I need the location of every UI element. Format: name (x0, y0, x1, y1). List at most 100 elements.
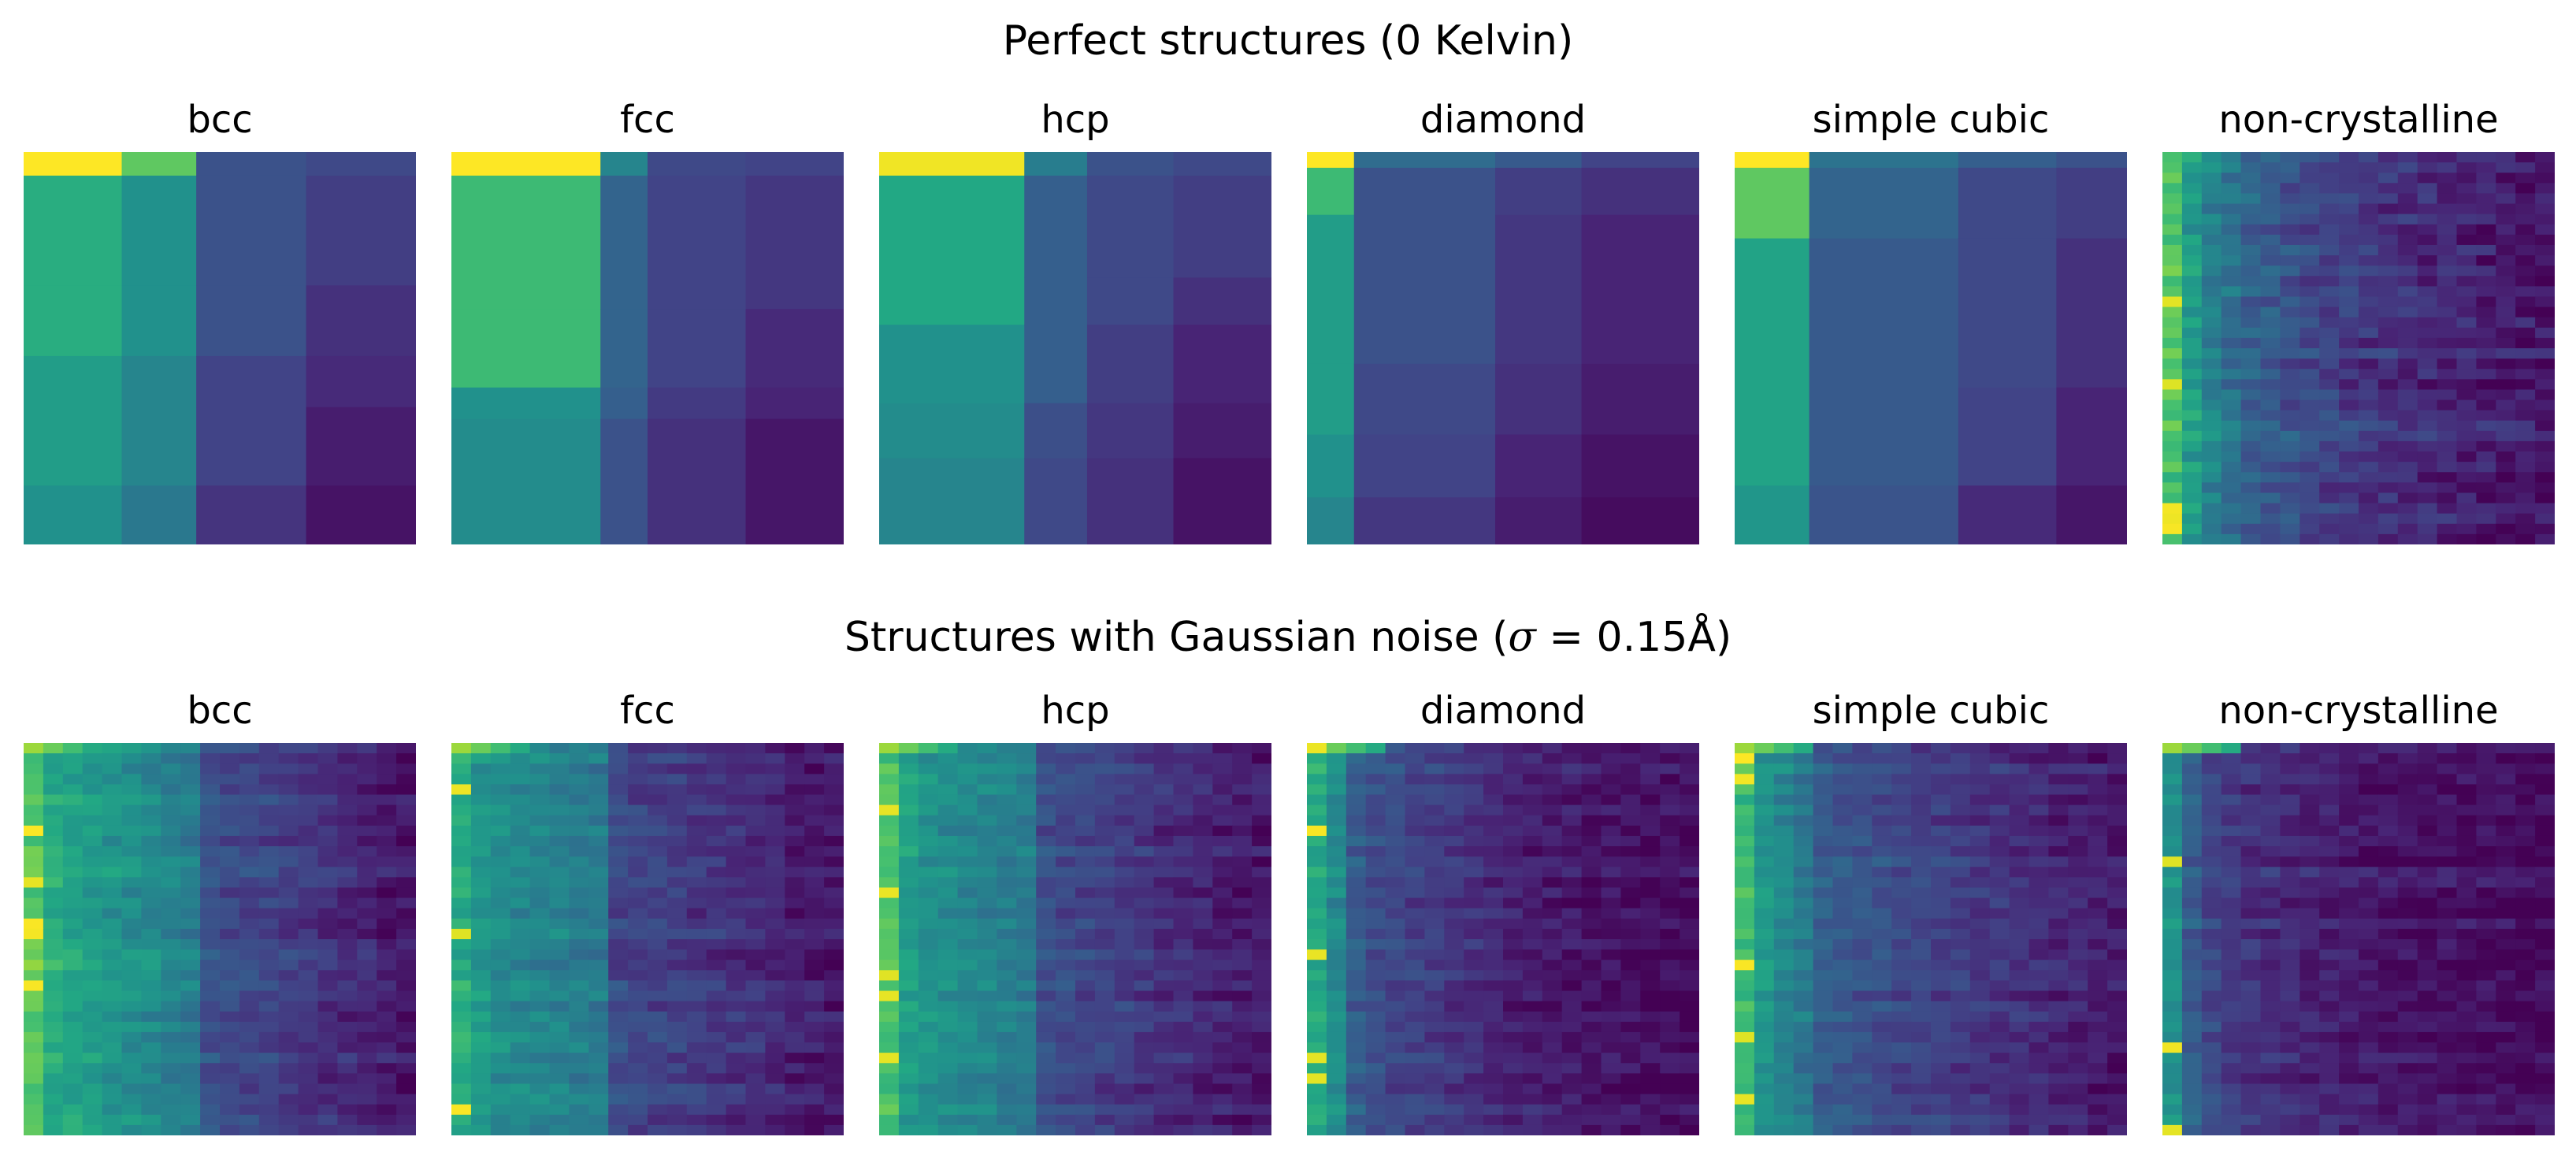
heatmap-cell (82, 846, 103, 857)
heatmap-cell (898, 980, 919, 992)
heatmap-cell (1193, 918, 1213, 930)
heatmap-cell (2515, 317, 2536, 329)
heatmap-cell (2260, 317, 2281, 329)
heatmap-cell (1134, 1042, 1155, 1053)
heatmap-cell (1503, 887, 1524, 899)
heatmap-cell (141, 980, 161, 992)
heatmap-cell (608, 804, 629, 816)
heatmap-cell (1989, 1011, 2010, 1023)
heatmap-cell (2181, 173, 2203, 184)
heatmap-cell (1950, 928, 1971, 940)
heatmap-cell (997, 908, 1017, 919)
row-title-noise: Structures with Gaussian noise (σ = 0.15… (0, 617, 2576, 658)
heatmap-cell (470, 774, 492, 786)
heatmap-cell (278, 928, 299, 940)
heatmap-cell (2417, 410, 2438, 422)
heatmap-cell (220, 753, 240, 764)
heatmap-cell (1424, 918, 1445, 930)
heatmap-cell (1832, 877, 1853, 889)
heatmap-cell (239, 1001, 260, 1012)
heatmap-cell (2162, 784, 2183, 796)
heatmap-cell (1503, 1063, 1524, 1074)
heatmap-cell (1911, 960, 1932, 971)
heatmap-cell (2068, 1104, 2088, 1116)
heatmap-cell (278, 1114, 299, 1126)
heatmap-cell (2496, 503, 2516, 514)
heatmap-cell (1307, 1053, 1327, 1064)
heatmap-cell (1891, 980, 1912, 992)
heatmap-cell (2201, 815, 2222, 827)
heatmap-cell (2240, 774, 2262, 786)
heatmap-cell (1561, 1011, 1583, 1023)
heatmap-cell (1173, 846, 1193, 857)
heatmap-cell (2009, 970, 2030, 982)
heatmap-cell (121, 1031, 142, 1043)
heatmap-cell (24, 794, 44, 806)
heatmap-cell (24, 152, 123, 176)
heatmap-cell (1346, 970, 1367, 982)
heatmap-cell (608, 784, 629, 796)
heatmap-cell (2417, 203, 2438, 215)
heatmap-cell (2260, 846, 2281, 857)
heatmap-cell (1735, 846, 1755, 857)
heatmap-cell (765, 846, 785, 857)
heatmap-cell (180, 856, 201, 867)
heatmap-cell (879, 867, 900, 878)
heatmap-cell (1385, 1104, 1406, 1116)
heatmap-cell (1793, 1053, 1814, 1064)
heatmap-cell (588, 825, 609, 837)
heatmap-cell (239, 856, 260, 867)
heatmap-cell (2260, 410, 2281, 422)
heatmap-cell (2107, 846, 2127, 857)
heatmap-cell (2299, 743, 2320, 754)
heatmap-cell (2319, 266, 2340, 277)
heatmap-cell (2535, 440, 2555, 452)
heatmap-cell (2201, 286, 2222, 298)
heatmap-cell (1680, 743, 1699, 754)
heatmap-cell (2339, 244, 2359, 256)
heatmap-cell (937, 1094, 959, 1105)
heatmap-cell (2088, 804, 2108, 816)
heatmap-cell (1522, 990, 1543, 1002)
heatmap-cell (2456, 389, 2477, 401)
heatmap-cell (102, 1073, 123, 1085)
heatmap-cell (43, 887, 64, 899)
heatmap-cell (648, 949, 668, 960)
heatmap-cell (2107, 1021, 2127, 1033)
heatmap-cell (220, 794, 240, 806)
heatmap-cell (1754, 970, 1775, 982)
heatmap-cell (608, 1094, 629, 1105)
heatmap-cell (470, 794, 492, 806)
heatmap-cell (1931, 1073, 1951, 1085)
heatmap-cell (1503, 846, 1524, 857)
heatmap-cell (1464, 908, 1484, 919)
heatmap-cell (43, 804, 64, 816)
heatmap-cell (1173, 1063, 1193, 1074)
heatmap-cell (1193, 867, 1213, 878)
heatmap-cell (745, 877, 766, 889)
heatmap-cell (2240, 183, 2262, 195)
heatmap-cell (2476, 877, 2496, 889)
heatmap-cell (1852, 1021, 1873, 1033)
heatmap-cell (82, 856, 103, 867)
heatmap-cell (1212, 846, 1233, 857)
heatmap-cell (377, 897, 397, 909)
heatmap-cell (2068, 887, 2088, 899)
heatmap-cell (1950, 1063, 1971, 1074)
heatmap-cell (220, 970, 240, 982)
heatmap-cell (1852, 1001, 1873, 1012)
heatmap-cell (1832, 949, 1853, 960)
heatmap-cell (1793, 794, 1814, 806)
heatmap-cell (510, 939, 531, 950)
heatmap-cell (2221, 214, 2242, 225)
heatmap-cell (2359, 492, 2379, 504)
heatmap-cell (745, 387, 844, 420)
heatmap-cell (1503, 1094, 1524, 1105)
heatmap-cell (1405, 763, 1425, 775)
heatmap-cell (200, 784, 221, 796)
heatmap-cell (879, 825, 900, 837)
heatmap-cell (2221, 276, 2242, 287)
heatmap-cell (1114, 1021, 1135, 1033)
heatmap-cell (1640, 1031, 1661, 1043)
heatmap-cell (1640, 918, 1661, 930)
